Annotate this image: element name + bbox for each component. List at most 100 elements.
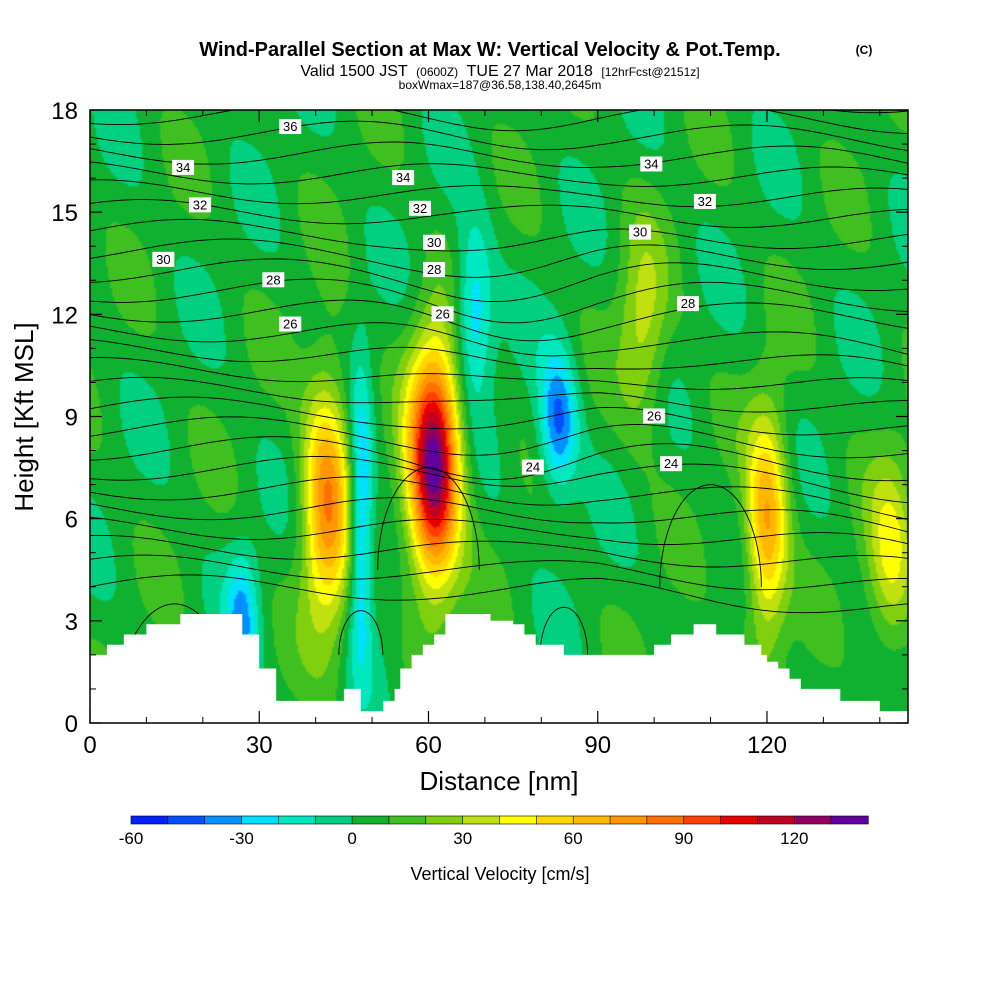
potential-temperature-contours bbox=[90, 110, 908, 723]
colorbar-swatch bbox=[646, 815, 685, 825]
y-tick-label: 18 bbox=[51, 98, 78, 125]
theta-contour-line bbox=[90, 278, 908, 324]
contour-label: 28 bbox=[423, 262, 446, 278]
y-tick-label: 6 bbox=[65, 507, 78, 534]
theta-contour-line bbox=[659, 484, 762, 587]
colorbar-tick-label: 30 bbox=[453, 829, 472, 848]
theta-contour-line bbox=[90, 299, 908, 342]
boxw-info: boxWmax=187@36.58,138.40,2645m bbox=[399, 78, 602, 92]
colorbar-tick-label: -30 bbox=[229, 829, 254, 848]
colorbar-swatch bbox=[278, 815, 316, 825]
theta-contour-line bbox=[377, 467, 480, 570]
forecast-info: [12hrFcst@2151z] bbox=[601, 65, 699, 79]
contour-label: 34 bbox=[392, 170, 415, 186]
contour-label: 28 bbox=[262, 272, 285, 288]
colorbar-tick-label: 0 bbox=[347, 829, 356, 848]
svg-text:32: 32 bbox=[193, 197, 207, 212]
contour-label: 24 bbox=[660, 456, 683, 472]
x-tick-label: 120 bbox=[747, 732, 787, 759]
colorbar-swatch bbox=[793, 815, 832, 825]
theta-contour-line bbox=[90, 339, 908, 370]
theta-contour-line bbox=[90, 516, 908, 545]
contour-label: 34 bbox=[640, 156, 663, 172]
theta-contour-line bbox=[90, 456, 908, 504]
x-tick-label: 60 bbox=[415, 732, 442, 759]
contour-label: 26 bbox=[431, 306, 454, 322]
theta-contour-line bbox=[90, 161, 908, 187]
x-tick-label: 30 bbox=[246, 732, 273, 759]
theta-contour-line bbox=[90, 357, 908, 390]
colorbar-swatch bbox=[757, 815, 795, 825]
svg-text:36: 36 bbox=[283, 119, 297, 134]
svg-text:30: 30 bbox=[156, 252, 170, 267]
theta-contour-line bbox=[90, 141, 908, 168]
copyright-mark: (C) bbox=[856, 43, 873, 57]
svg-text:26: 26 bbox=[435, 306, 449, 321]
colorbar-swatch bbox=[130, 815, 169, 825]
svg-text:32: 32 bbox=[413, 201, 427, 216]
theta-contour-line bbox=[90, 258, 908, 303]
colorbar-swatch bbox=[388, 815, 427, 825]
terrain bbox=[90, 614, 908, 723]
y-tick-label: 3 bbox=[65, 609, 78, 636]
svg-text:32: 32 bbox=[698, 194, 712, 209]
colorbar-swatch bbox=[720, 815, 759, 825]
x-tick-label: 0 bbox=[83, 732, 96, 759]
svg-text:30: 30 bbox=[633, 225, 647, 240]
colorbar: -60 -30 0 30 60 90 120 bbox=[119, 815, 869, 848]
theta-contour-line bbox=[90, 497, 908, 533]
contour-label: 28 bbox=[676, 296, 699, 312]
colorbar-swatch bbox=[462, 815, 501, 825]
colorbar-tick-label: 120 bbox=[780, 829, 808, 848]
svg-text:26: 26 bbox=[647, 409, 661, 424]
chart-title: Wind-Parallel Section at Max W: Vertical… bbox=[199, 39, 780, 61]
contour-label: 30 bbox=[629, 224, 652, 240]
colorbar-tick-label: -60 bbox=[119, 829, 144, 848]
theta-contour-line bbox=[90, 199, 908, 228]
contour-label: 30 bbox=[152, 251, 175, 267]
y-axis-label: Height [Kft MSL] bbox=[9, 322, 39, 511]
y-tick-label: 12 bbox=[51, 302, 78, 329]
svg-text:34: 34 bbox=[396, 170, 410, 185]
x-axis-label: Distance [nm] bbox=[420, 766, 579, 796]
contour-label: 24 bbox=[521, 459, 544, 475]
colorbar-swatch bbox=[351, 815, 390, 825]
contour-label: 26 bbox=[279, 316, 302, 332]
contour-label: 30 bbox=[423, 234, 446, 250]
colorbar-swatch bbox=[241, 815, 280, 825]
x-tick-label: 90 bbox=[584, 732, 611, 759]
contour-label: 32 bbox=[693, 193, 716, 209]
theta-contour-line bbox=[90, 238, 908, 278]
theta-contour-line bbox=[90, 179, 908, 208]
theta-contour-line bbox=[90, 554, 908, 591]
valid-time: Valid 1500 JST bbox=[300, 63, 408, 80]
y-tick-label: 9 bbox=[65, 405, 78, 432]
svg-text:28: 28 bbox=[681, 296, 695, 311]
svg-text:26: 26 bbox=[283, 317, 297, 332]
colorbar-tick-label: 90 bbox=[674, 829, 693, 848]
svg-text:24: 24 bbox=[526, 460, 540, 475]
theta-contour-line bbox=[338, 610, 384, 655]
contour-label: 26 bbox=[643, 408, 666, 424]
colorbar-swatch bbox=[167, 815, 206, 825]
valid-utc: (0600Z) bbox=[416, 65, 458, 79]
contour-label: 32 bbox=[189, 197, 212, 213]
colorbar-swatch bbox=[204, 815, 243, 825]
colorbar-swatch bbox=[572, 815, 611, 825]
contour-labels: 36 34 34 34 32 32 32 30 30 30 28 28 28 26 26 26 24 24 bbox=[152, 119, 716, 475]
theta-contour-line bbox=[90, 218, 908, 252]
theta-contour-line bbox=[90, 416, 908, 459]
colorbar-tick-label: 60 bbox=[564, 829, 583, 848]
colorbar-swatch bbox=[536, 815, 574, 825]
contour-label: 34 bbox=[172, 159, 195, 175]
valid-time-line: Valid 1500 JST (0600Z) TUE 27 Mar 2018 [… bbox=[300, 63, 699, 80]
theta-contour-line bbox=[90, 110, 908, 135]
colorbar-swatch bbox=[314, 815, 353, 825]
theta-contour-line bbox=[90, 436, 908, 482]
contour-label: 36 bbox=[279, 119, 302, 135]
colorbar-swatch bbox=[609, 815, 648, 825]
y-tick-label: 15 bbox=[51, 200, 78, 227]
